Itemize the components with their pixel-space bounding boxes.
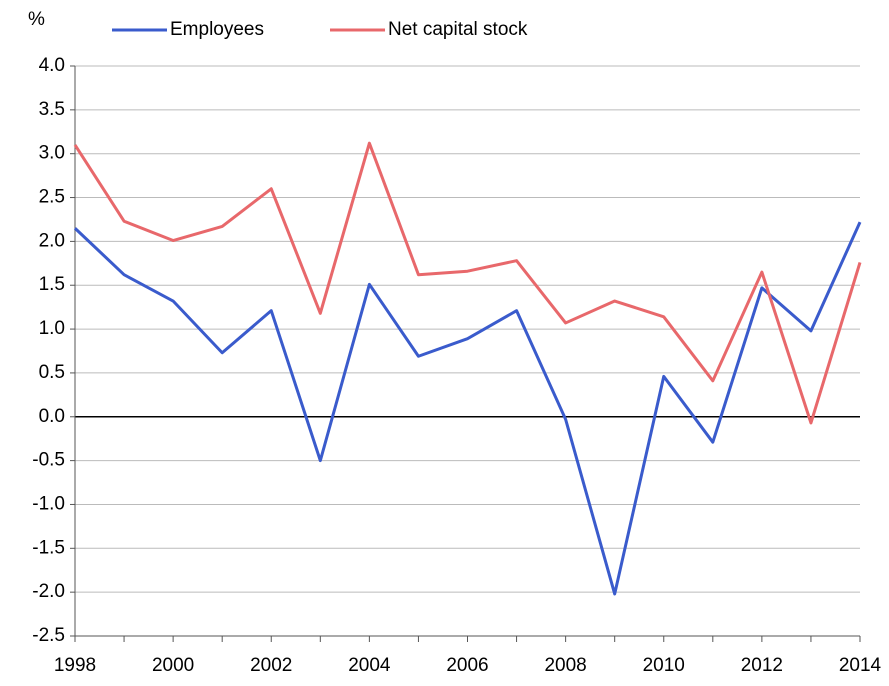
y-tick-label: -2.5 [32, 625, 65, 646]
x-tick-label: 2008 [544, 655, 586, 676]
y-tick-label: -0.5 [32, 450, 65, 471]
x-tick-label: 2012 [741, 655, 783, 676]
legend-label: Net capital stock [388, 19, 528, 40]
y-tick-label: 1.5 [39, 274, 65, 295]
x-tick-label: 2006 [446, 655, 488, 676]
x-tick-label: 2000 [152, 655, 194, 676]
x-tick-label: 1998 [54, 655, 96, 676]
y-tick-label: -1.0 [32, 493, 65, 514]
y-tick-label: 2.0 [39, 230, 65, 251]
legend-label: Employees [170, 19, 264, 40]
series-line [73, 141, 862, 425]
x-tick-label: 2014 [839, 655, 882, 676]
y-tick-label: 0.5 [39, 362, 65, 383]
y-tick-label: 2.5 [39, 187, 65, 208]
x-tick-label: 2002 [250, 655, 292, 676]
series-line [73, 221, 862, 596]
y-unit: % [28, 9, 45, 30]
x-tick-label: 2004 [348, 655, 391, 676]
y-tick-label: 3.0 [39, 143, 65, 164]
y-tick-label: -2.0 [32, 581, 65, 602]
y-tick-label: -1.5 [32, 537, 65, 558]
y-tick-label: 0.0 [39, 406, 65, 427]
y-tick-label: 4.0 [39, 55, 65, 76]
y-tick-label: 3.5 [39, 99, 65, 120]
y-tick-label: 1.0 [39, 318, 65, 339]
x-tick-label: 2010 [643, 655, 685, 676]
